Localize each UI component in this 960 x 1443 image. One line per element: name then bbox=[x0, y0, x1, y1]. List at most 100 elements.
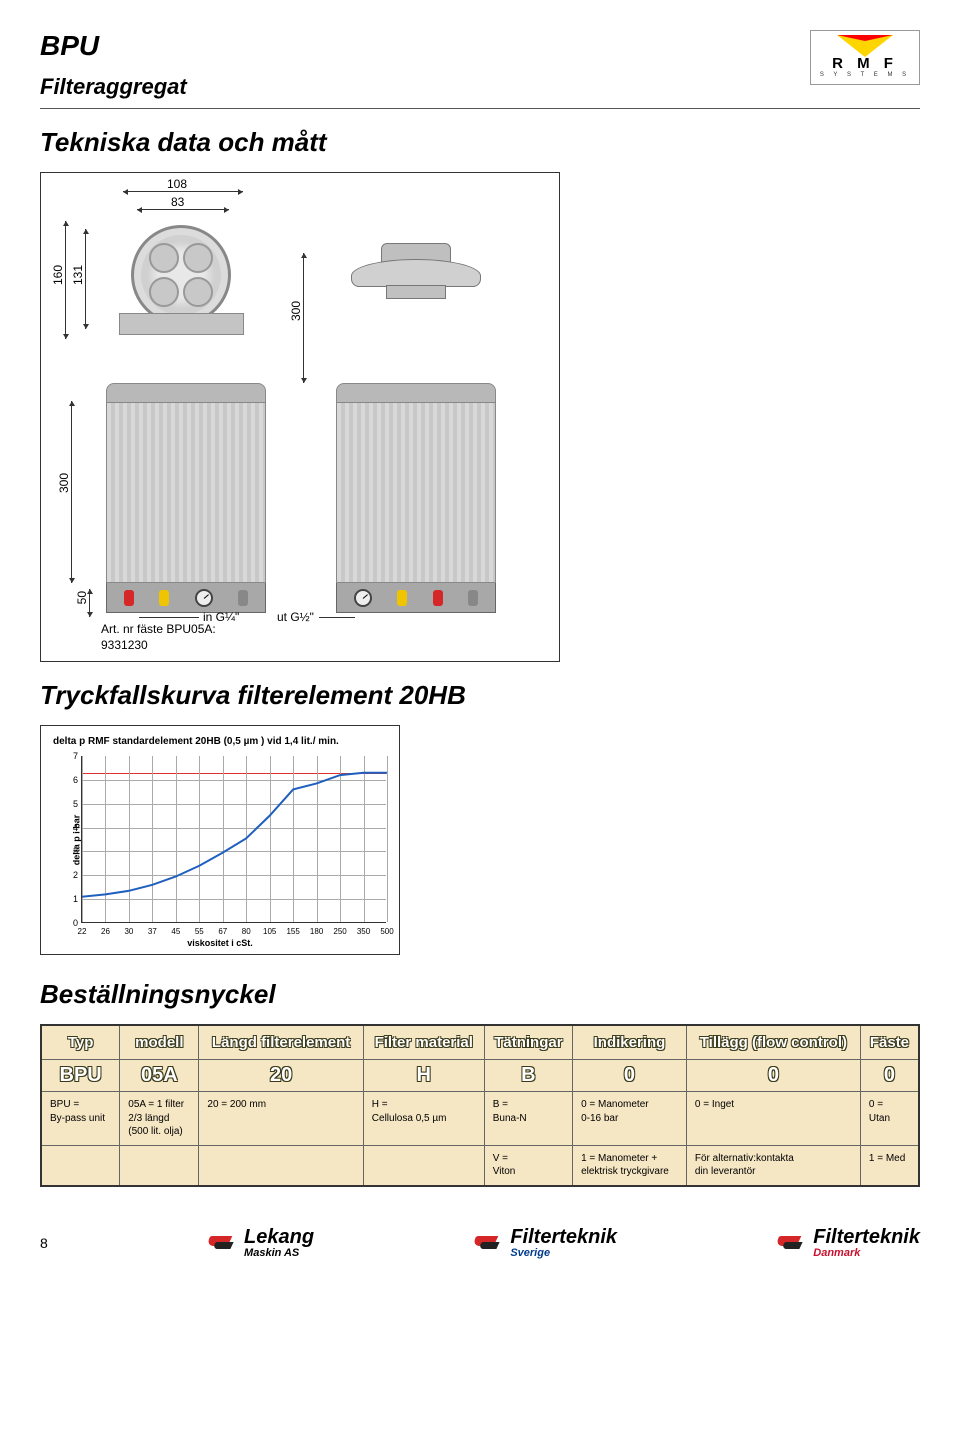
order-header: Filter material bbox=[363, 1025, 484, 1060]
order-header: Tätningar bbox=[484, 1025, 572, 1060]
brand-name: Filterteknik bbox=[510, 1227, 617, 1247]
chart-ytick: 6 bbox=[64, 775, 78, 785]
order-code-cell: B bbox=[484, 1060, 572, 1092]
dim-300a: 300 bbox=[57, 473, 71, 493]
brand-sub: Danmark bbox=[813, 1248, 920, 1259]
chart-xtick: 30 bbox=[124, 927, 133, 936]
chart-ytick: 5 bbox=[64, 799, 78, 809]
filter-unit-right bbox=[336, 383, 496, 613]
top-view-base bbox=[119, 313, 244, 335]
chart-line bbox=[82, 756, 387, 923]
rmf-logo: R M F S Y S T E M S bbox=[810, 30, 920, 85]
order-code-cell: 05A bbox=[120, 1060, 199, 1092]
brand-lekang: Lekang Maskin AS bbox=[208, 1227, 314, 1259]
brand-name: Lekang bbox=[244, 1227, 314, 1247]
page-title: BPU bbox=[40, 30, 187, 62]
logo-chevron-icon bbox=[837, 35, 893, 57]
chart-title: delta p RMF standardelement 20HB (0,5 µm… bbox=[53, 736, 387, 747]
swoosh-icon bbox=[474, 1233, 504, 1253]
order-desc-cell bbox=[120, 1145, 199, 1186]
order-header: Längd filterelement bbox=[199, 1025, 363, 1060]
ordering-key-table: TypmodellLängd filterelementFilter mater… bbox=[40, 1024, 920, 1187]
brand-filterteknik-dk: Filterteknik Danmark bbox=[777, 1227, 920, 1259]
art-note-line1: Art. nr fäste BPU05A: bbox=[101, 621, 216, 637]
dim-108: 108 bbox=[167, 177, 187, 191]
chart-ytick: 2 bbox=[64, 870, 78, 880]
order-desc-cell bbox=[41, 1145, 120, 1186]
swoosh-icon bbox=[777, 1233, 807, 1253]
brand-name: Filterteknik bbox=[813, 1227, 920, 1247]
order-desc-cell bbox=[363, 1145, 484, 1186]
header-divider bbox=[40, 108, 920, 109]
order-code-cell: H bbox=[363, 1060, 484, 1092]
order-desc-cell: 1 = Manometer +elektrisk tryckgivare bbox=[573, 1145, 687, 1186]
chart-xtick: 180 bbox=[310, 927, 323, 936]
order-code-cell: 20 bbox=[199, 1060, 363, 1092]
order-desc-cell: BPU =By-pass unit bbox=[41, 1092, 120, 1146]
section-pressure-heading: Tryckfallskurva filterelement 20HB bbox=[40, 680, 920, 711]
chart-xtick: 67 bbox=[218, 927, 227, 936]
chart-xtick: 26 bbox=[101, 927, 110, 936]
chart-xtick: 500 bbox=[380, 927, 393, 936]
order-code-cell: 0 bbox=[573, 1060, 687, 1092]
brand-sub: Sverige bbox=[510, 1248, 617, 1259]
top-view-icon bbox=[131, 225, 231, 325]
valve-grey-icon bbox=[468, 590, 478, 606]
section-tech-heading: Tekniska data och mått bbox=[40, 127, 920, 158]
order-desc-cell: V =Viton bbox=[484, 1145, 572, 1186]
art-note-line2: 9331230 bbox=[101, 637, 216, 653]
order-desc-cell: B =Buna-N bbox=[484, 1092, 572, 1146]
dim-83: 83 bbox=[171, 195, 184, 209]
technical-drawing: 108 83 160 131 300 50 300 bbox=[40, 172, 560, 662]
order-header: Fäste bbox=[860, 1025, 919, 1060]
page-subtitle: Filteraggregat bbox=[40, 74, 187, 100]
order-desc-cell: 0 = Inget bbox=[686, 1092, 860, 1146]
order-desc-cell: 20 = 200 mm bbox=[199, 1092, 363, 1146]
gauge-icon bbox=[195, 589, 213, 607]
dim-160: 160 bbox=[51, 265, 65, 285]
chart-ytick: 3 bbox=[64, 846, 78, 856]
page-footer: 8 Lekang Maskin AS Filterteknik Sverige … bbox=[40, 1227, 920, 1259]
chart-ytick: 7 bbox=[64, 751, 78, 761]
order-desc-cell: 0 =Utan bbox=[860, 1092, 919, 1146]
port-out-label: ut G½" bbox=[273, 609, 318, 625]
order-code-cell: 0 bbox=[860, 1060, 919, 1092]
cap-view-icon bbox=[351, 243, 481, 303]
section-order-heading: Beställningsnyckel bbox=[40, 979, 920, 1010]
order-desc-cell bbox=[199, 1145, 363, 1186]
chart-xtick: 55 bbox=[195, 927, 204, 936]
brand-sub: Maskin AS bbox=[244, 1248, 314, 1259]
dim-50: 50 bbox=[75, 591, 89, 604]
chart-xtick: 45 bbox=[171, 927, 180, 936]
article-note: Art. nr fäste BPU05A: 9331230 bbox=[101, 621, 216, 653]
chart-ytick: 1 bbox=[64, 894, 78, 904]
chart-xtick: 22 bbox=[78, 927, 87, 936]
order-desc-cell: 1 = Med bbox=[860, 1145, 919, 1186]
order-desc-cell: 05A = 1 filter2/3 längd(500 lit. olja) bbox=[120, 1092, 199, 1146]
chart-ytick: 4 bbox=[64, 823, 78, 833]
brand-filterteknik-sv: Filterteknik Sverige bbox=[474, 1227, 617, 1259]
swoosh-icon bbox=[208, 1233, 238, 1253]
chart-xtick: 250 bbox=[333, 927, 346, 936]
order-header: Indikering bbox=[573, 1025, 687, 1060]
valve-red-icon bbox=[433, 590, 443, 606]
order-desc-cell: 0 = Manometer0-16 bar bbox=[573, 1092, 687, 1146]
order-header: Tillägg (flow control) bbox=[686, 1025, 860, 1060]
chart-xtick: 80 bbox=[242, 927, 251, 936]
chart-ytick: 0 bbox=[64, 918, 78, 928]
logo-letters: R M F bbox=[832, 55, 898, 72]
dim-300b: 300 bbox=[289, 301, 303, 321]
order-desc-cell: För alternativ:kontaktadin leverantör bbox=[686, 1145, 860, 1186]
pressure-chart: delta p RMF standardelement 20HB (0,5 µm… bbox=[40, 725, 400, 955]
order-header: Typ bbox=[41, 1025, 120, 1060]
dim-131: 131 bbox=[71, 265, 85, 285]
valve-red-icon bbox=[124, 590, 134, 606]
gauge-icon bbox=[354, 589, 372, 607]
valve-yellow-icon bbox=[159, 590, 169, 606]
valve-grey-icon bbox=[238, 590, 248, 606]
order-code-cell: 0 bbox=[686, 1060, 860, 1092]
order-header: modell bbox=[120, 1025, 199, 1060]
order-code-cell: BPU bbox=[41, 1060, 120, 1092]
filter-unit-left bbox=[106, 383, 266, 613]
logo-sub: S Y S T E M S bbox=[820, 72, 910, 78]
